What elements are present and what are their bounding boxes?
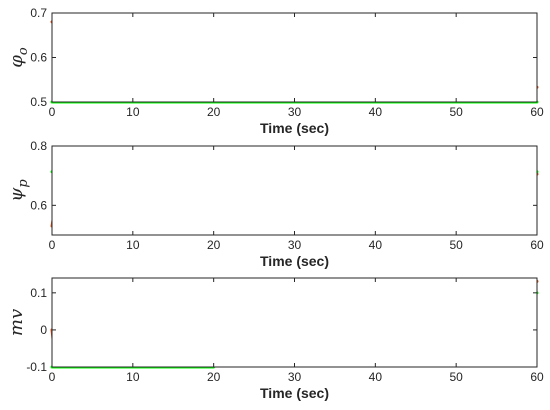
x-tick-label: 10 (126, 105, 140, 119)
x-tick-label: 60 (530, 370, 544, 384)
x-tick-label: 50 (449, 370, 463, 384)
subplot-2: 0 10 20 30 40 50 60 0.6 0.8 Time (sec) ψp (6, 139, 544, 269)
x-axis-label: Time (sec) (260, 253, 329, 269)
x-tick-label: 0 (49, 105, 56, 119)
y-tick-label: 0 (40, 323, 47, 337)
y-axis-label-symbol: φ (6, 55, 27, 68)
x-tick-label: 10 (126, 370, 140, 384)
y-axis-label: ψp (6, 179, 31, 202)
x-tick-label: 30 (288, 105, 302, 119)
y-tick-label: 0.5 (30, 95, 47, 109)
y-tick-label: 0.6 (30, 198, 47, 212)
y-axis-label: mv (6, 309, 27, 336)
y-tick-label: -0.1 (26, 360, 47, 374)
x-tick-label: 0 (49, 238, 56, 252)
y-tick-label: 0.7 (30, 6, 47, 20)
x-tick-label: 20 (207, 105, 221, 119)
x-tick-label: 40 (369, 238, 383, 252)
y-axis-label-symbol: mv (6, 309, 27, 336)
x-tick-label: 40 (369, 370, 383, 384)
y-tick-label: 0.8 (30, 139, 47, 153)
y-axis-label-symbol: ψ (6, 187, 27, 202)
y-axis-label-subscript: p (16, 179, 31, 188)
axes-box (51, 145, 538, 236)
y-axis-label-subscript: o (16, 47, 31, 55)
x-tick-label: 20 (207, 238, 221, 252)
x-tick-label: 50 (449, 105, 463, 119)
subplot-1: 0 10 20 30 40 50 60 0.5 0.6 0.7 Time (sec) φo (6, 6, 544, 136)
x-tick-label: 10 (126, 238, 140, 252)
y-tick-label: 0.6 (30, 51, 47, 65)
x-axis-label: Time (sec) (260, 120, 329, 136)
axes-box (51, 277, 538, 368)
y-axis-label: φo (6, 47, 31, 68)
x-axis-label: Time (sec) (260, 385, 329, 401)
x-tick-label: 50 (449, 238, 463, 252)
axes-box (51, 12, 538, 103)
y-tick-label: 0.1 (30, 286, 47, 300)
x-tick-label: 30 (288, 238, 302, 252)
x-tick-label: 40 (369, 105, 383, 119)
x-tick-label: 60 (530, 105, 544, 119)
x-tick-label: 60 (530, 238, 544, 252)
x-tick-label: 20 (207, 370, 221, 384)
x-tick-label: 0 (49, 370, 56, 384)
x-tick-label: 30 (288, 370, 302, 384)
